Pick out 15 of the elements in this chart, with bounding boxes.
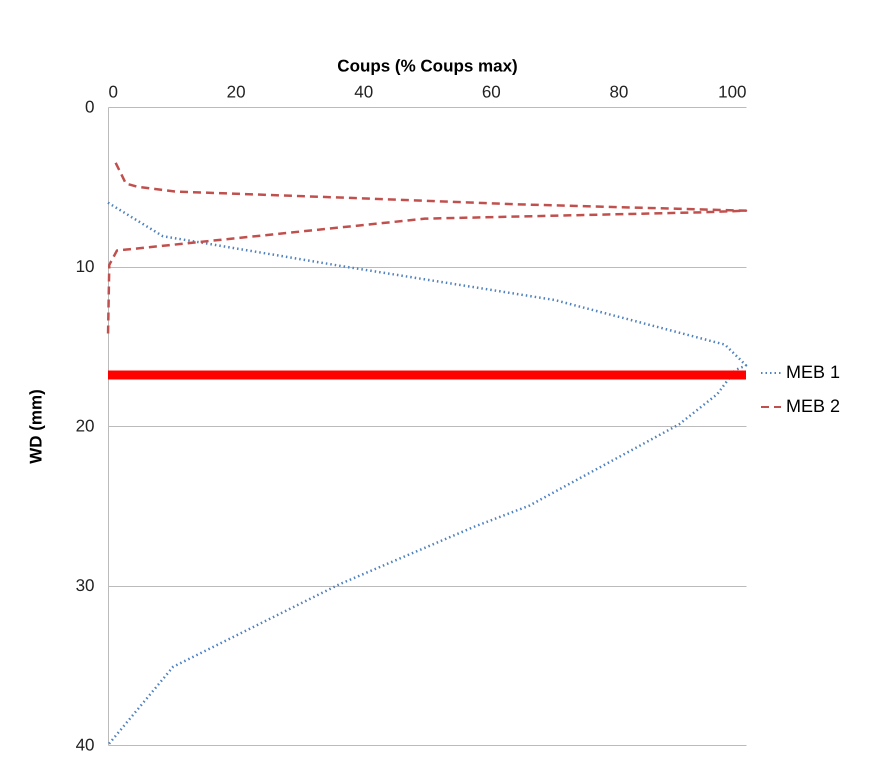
x-tick-label: 0: [108, 82, 118, 102]
legend-label: MEB 2: [786, 396, 840, 416]
y-tick-label: 0: [85, 98, 94, 116]
x-tick-label: 60: [482, 82, 501, 102]
x-axis-title: Coups (% Coups max): [337, 56, 518, 76]
y-tick-label: 10: [76, 257, 94, 276]
x-tick-label: 80: [609, 82, 628, 102]
x-tick-label: 100: [718, 82, 746, 102]
y-tick-label: 20: [76, 416, 94, 436]
y-tick-label: 30: [76, 576, 94, 595]
x-tick-label: 20: [226, 82, 246, 102]
y-tick-label: 40: [76, 736, 94, 754]
x-tick-label: 40: [354, 82, 374, 102]
legend-label: MEB 1: [786, 362, 840, 382]
y-axis-title: WD (mm): [26, 389, 46, 464]
